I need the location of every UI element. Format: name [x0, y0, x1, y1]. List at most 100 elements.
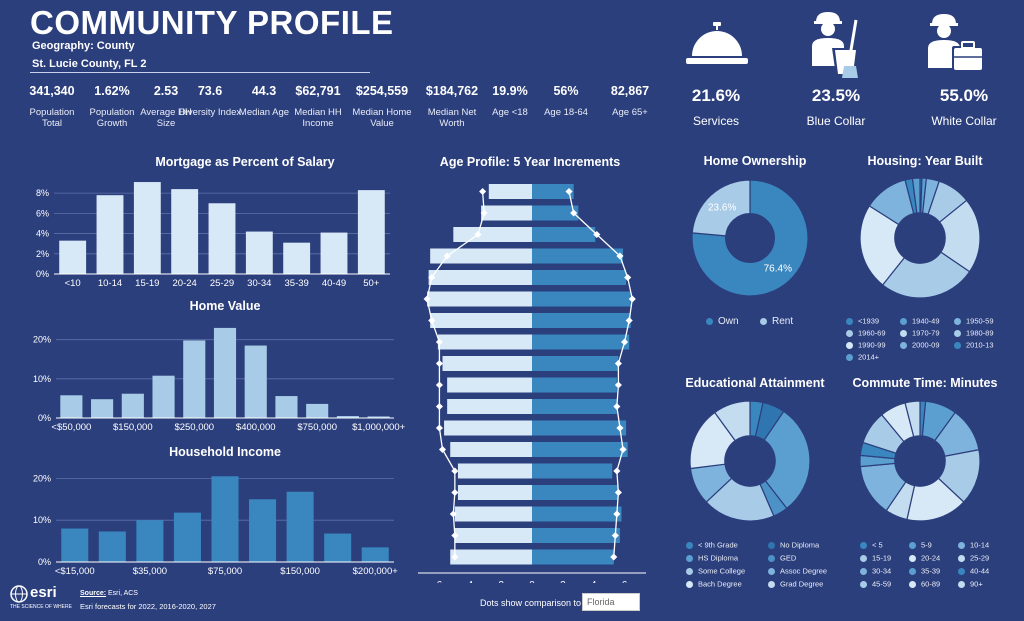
comparison-dot [613, 467, 621, 475]
legend-swatch [768, 541, 775, 549]
legend-item: 30-34 [860, 566, 891, 576]
legend-swatch [686, 567, 693, 575]
legend-label: 35-39 [921, 566, 941, 576]
stat-item: 19.9% Age <18 [478, 84, 542, 118]
legend-swatch [706, 318, 713, 325]
pyramid-bar-left [450, 549, 532, 565]
worker-with-bucket-icon [812, 12, 858, 78]
legend-item: < 9th Grade [686, 540, 738, 550]
comparison-dot [474, 230, 482, 239]
stat-label: Median HH Income [294, 107, 342, 129]
donut-slice [691, 179, 751, 237]
age-profile-chart-title: Age Profile: 5 Year Increments [439, 155, 621, 169]
legend-swatch [860, 554, 867, 562]
comparison-dot [438, 445, 447, 454]
stat-label: Age 65+ [612, 107, 648, 118]
x-tick-label: 35-39 [285, 278, 309, 289]
stat-value: 2.53 [153, 84, 179, 98]
legend-item: <1939 [846, 316, 879, 326]
source-label: Source: [80, 590, 107, 597]
pyramid-bar-right [532, 506, 622, 522]
household-income-chart-title: Household Income [169, 445, 281, 459]
bar [173, 512, 201, 562]
x-tick-label: 40-49 [322, 278, 346, 289]
stat-value: $254,559 [355, 84, 409, 98]
bar [320, 232, 348, 274]
stat-item: $184,762 Median Net Worth [420, 84, 484, 129]
pyramid-bar-right [532, 313, 631, 328]
x-tick-label: 25-29 [210, 278, 234, 289]
comparison-dot [479, 187, 487, 196]
donut-slice [763, 410, 811, 510]
pyramid-bar-right [532, 334, 630, 350]
bar [136, 520, 164, 562]
pyramid-bar-left [428, 270, 532, 285]
bar [59, 240, 87, 274]
legend-label: < 5 [872, 540, 883, 550]
comparison-dot [451, 467, 459, 475]
legend-item: 1960-69 [846, 328, 886, 338]
legend-item: 40-44 [958, 566, 989, 576]
legend-label: 30-34 [872, 566, 892, 576]
y-tick-label: 0% [38, 557, 51, 567]
mortgage-bar-chart: 0% 2% 4% 6% 8% <10 10-14 15-19 20-24 25-29 30-34 35… [36, 182, 390, 289]
y-tick-label: 10% [33, 374, 51, 384]
forecast-note: Esri forecasts for 2022, 2016-2020, 2027 [80, 602, 216, 611]
stat-label: Population Total [29, 107, 75, 129]
stat-value: 44.3 [251, 84, 277, 98]
stat-label: Age 18-64 [544, 107, 588, 118]
legend-label: HS Diploma [698, 553, 739, 563]
y-tick-label: 0% [36, 269, 49, 279]
legend-swatch [768, 567, 775, 575]
legend-item: 1940-49 [900, 316, 940, 326]
stat-label: Median Age [238, 107, 290, 118]
legend-item: Assoc Degree [768, 566, 827, 576]
donut-slice [859, 205, 906, 286]
bar [361, 547, 389, 562]
comparison-geography-input[interactable] [582, 593, 640, 611]
x-tick-label: 10-14 [98, 278, 122, 289]
legend-item: Some College [686, 566, 745, 576]
service-bell-icon [686, 22, 748, 64]
legend-swatch [909, 567, 916, 575]
pyramid-bar-right [532, 463, 613, 479]
legend-label: No Diploma [780, 540, 820, 550]
housing-year-built-chart-title: Housing: Year Built [867, 154, 983, 168]
slice-value-label: 23.6% [708, 203, 736, 214]
y-tick-label: 20% [33, 335, 51, 345]
legend-swatch [686, 541, 693, 549]
legend-swatch [860, 541, 867, 549]
x-tick-label: 50+ [363, 278, 380, 289]
legend-label: 1960-69 [858, 328, 886, 338]
x-tick-label: <$50,000 [51, 422, 91, 433]
pyramid-bar-left [444, 420, 532, 436]
x-tick-label: 20-24 [173, 278, 197, 289]
legend-label: 1990-99 [858, 340, 886, 350]
legend-item: < 5 [860, 540, 883, 550]
comparison-dot [451, 553, 459, 561]
stat-label: Age <18 [492, 107, 528, 118]
comparison-dot [616, 252, 624, 260]
bar [357, 190, 385, 274]
occupation-label: Blue Collar [806, 114, 866, 128]
legend-item: 35-39 [909, 566, 940, 576]
legend-label: 40-44 [970, 566, 990, 576]
occupation-item: 55.0% White Collar [904, 86, 1024, 128]
household-income-bar-chart: 0% 10% 20% <$15,000 $35,000 $75,000 $150,000 $2… [33, 473, 398, 577]
legend-swatch [860, 567, 867, 575]
pyramid-bar-right [532, 549, 614, 565]
y-tick-label: 8% [36, 188, 49, 198]
x-tick-label: $1,000,000+ [352, 422, 406, 433]
pyramid-bar-right [532, 248, 624, 264]
legend-swatch [846, 341, 853, 349]
home-value-chart-title: Home Value [189, 299, 261, 313]
comparison-dot [619, 445, 627, 454]
comparison-dot [480, 209, 488, 217]
legend-item: 15-19 [860, 553, 891, 563]
commute-time-legend: < 5 5-9 10-14 15-19 20-24 25-29 30-34 35-39 40-4… [860, 540, 1010, 592]
pyramid-bar-left [447, 377, 532, 393]
stat-item: 82,867 Age 65+ [598, 84, 662, 118]
x-tick-label: $35,000 [133, 566, 167, 577]
stat-value: 341,340 [29, 84, 75, 98]
legend-item: GED [768, 553, 796, 563]
